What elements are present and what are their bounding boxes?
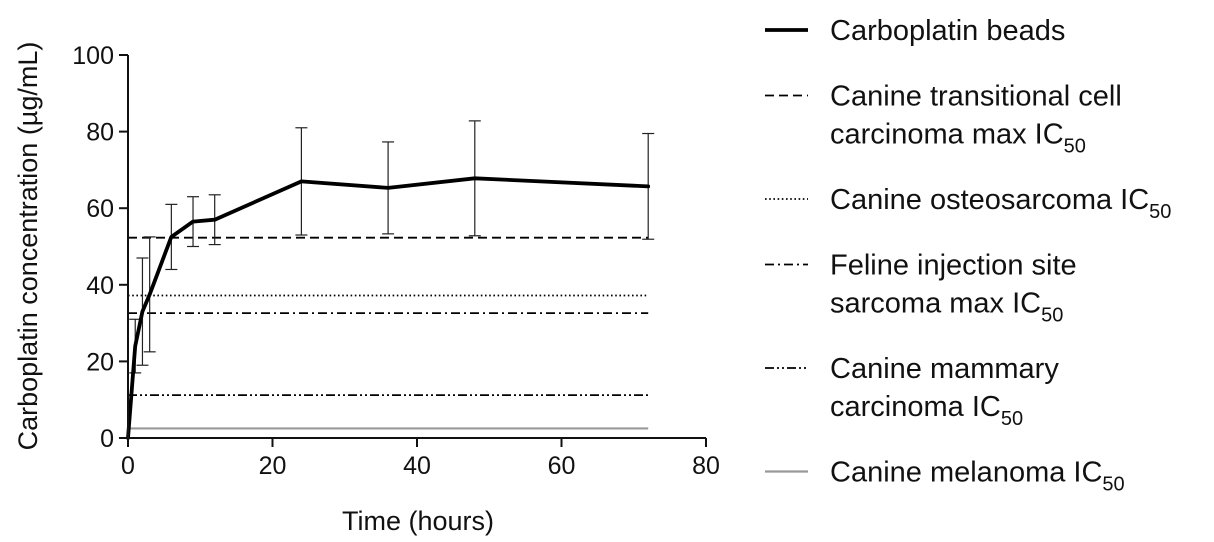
y-tick-label: 40 bbox=[86, 272, 114, 300]
y-tick-label: 80 bbox=[86, 119, 114, 147]
legend-subscript: 50 bbox=[1149, 201, 1171, 223]
legend-label: Canine transitional cell bbox=[830, 81, 1122, 113]
plot-area bbox=[126, 120, 655, 440]
legend-subscript: 50 bbox=[1102, 474, 1124, 496]
legend-label: Canine osteosarcoma IC50 bbox=[830, 184, 1171, 223]
legend-label: carcinoma IC50 bbox=[830, 391, 1023, 430]
y-tick-label: 0 bbox=[100, 425, 114, 453]
legend-label: Canine mammary bbox=[830, 353, 1059, 385]
legend-subscript: 50 bbox=[1041, 305, 1063, 327]
x-axis-title: Time (hours) bbox=[342, 506, 494, 536]
y-tick-label: 60 bbox=[86, 195, 114, 223]
legend-label: Canine melanoma IC50 bbox=[830, 457, 1125, 496]
y-tick-label: 100 bbox=[72, 42, 114, 70]
y-axis-title: Carboplatin concentration (µg/mL) bbox=[13, 42, 43, 451]
x-tick-label: 60 bbox=[548, 452, 576, 480]
legend: Carboplatin beads Canine transitional cel… bbox=[765, 15, 1171, 496]
x-tick-label: 80 bbox=[692, 452, 720, 480]
legend-label: Feline injection site bbox=[830, 250, 1077, 282]
legend-subscript: 50 bbox=[1001, 408, 1023, 430]
series-line-1 bbox=[126, 176, 651, 440]
x-tick-label: 20 bbox=[259, 452, 287, 480]
axes: 0 20 40 60 80 0 20 40 60 80 100 bbox=[72, 42, 720, 480]
legend-label: carcinoma max IC50 bbox=[830, 119, 1086, 158]
legend-label: sarcoma max IC50 bbox=[830, 288, 1063, 327]
legend-subscript: 50 bbox=[1064, 136, 1086, 158]
x-tick-label: 0 bbox=[121, 452, 135, 480]
x-tick-label: 40 bbox=[403, 452, 431, 480]
y-tick-label: 20 bbox=[86, 348, 114, 376]
legend-label: Carboplatin beads bbox=[830, 15, 1065, 47]
